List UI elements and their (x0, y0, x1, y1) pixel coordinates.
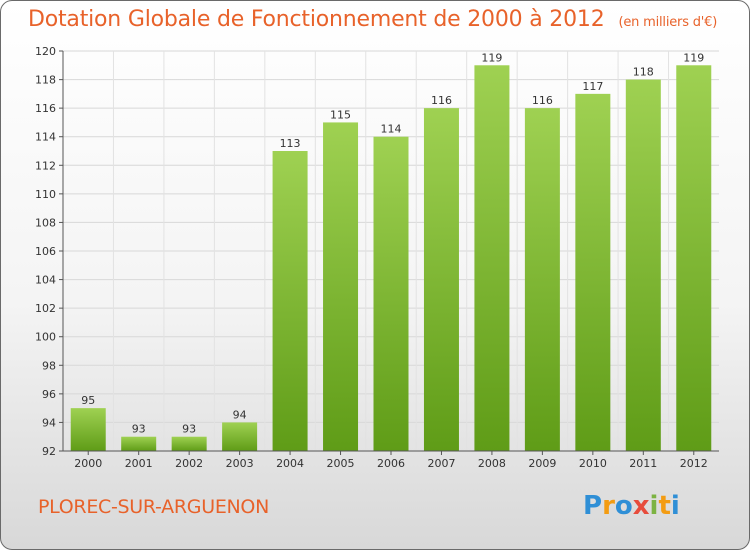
value-label: 115 (330, 108, 351, 121)
y-tick-label: 114 (35, 131, 56, 144)
bar-2003 (222, 422, 258, 451)
x-tick-label: 2007 (427, 457, 455, 470)
value-label: 95 (81, 394, 95, 407)
bar-2010 (575, 93, 611, 451)
bar-2006 (373, 136, 409, 451)
x-tick-label: 2010 (579, 457, 607, 470)
bar-2002 (171, 436, 207, 451)
y-tick-label: 120 (35, 45, 56, 58)
value-label: 119 (683, 51, 704, 64)
bar-2007 (423, 108, 459, 452)
y-tick-label: 106 (35, 245, 56, 258)
x-tick-label: 2002 (175, 457, 203, 470)
x-tick-label: 2008 (478, 457, 506, 470)
x-tick-label: 2012 (680, 457, 708, 470)
y-tick-label: 102 (35, 302, 56, 315)
bar-2000 (70, 408, 106, 451)
y-tick-label: 100 (35, 331, 56, 344)
bar-2012 (676, 65, 712, 452)
value-label: 93 (132, 423, 146, 436)
x-tick-label: 2001 (125, 457, 153, 470)
bars: 95 93 93 94 113 115 114 116 119 116 117 118 119 (70, 51, 712, 452)
value-label: 116 (532, 94, 553, 107)
commune-name: PLOREC-SUR-ARGUENON (38, 496, 270, 518)
y-tick-label: 108 (35, 216, 56, 229)
bar-2008 (474, 65, 510, 452)
value-label: 116 (431, 94, 452, 107)
x-tick-label: 2003 (226, 457, 254, 470)
value-label: 114 (381, 123, 402, 136)
proxiti-logo[interactable]: Proxiti (583, 491, 680, 521)
x-tick-label: 2000 (74, 457, 102, 470)
y-tick-label: 118 (35, 74, 56, 87)
y-tick-label: 116 (35, 102, 56, 115)
chart-title: Dotation Globale de Fonctionnement de 20… (28, 7, 717, 32)
value-label: 113 (280, 137, 301, 150)
bar-2004 (272, 151, 308, 451)
axes: 92 94 96 98 100 102 104 106 108 110 112 114 116 118 12… (35, 45, 719, 470)
x-tick-label: 2005 (327, 457, 355, 470)
y-tick-label: 96 (42, 388, 56, 401)
value-label: 119 (481, 51, 502, 64)
bar-2011 (625, 79, 661, 452)
y-tick-label: 104 (35, 274, 56, 287)
x-tick-label: 2011 (629, 457, 657, 470)
bar-2005 (323, 122, 359, 451)
y-tick-label: 92 (42, 445, 56, 458)
y-tick-label: 112 (35, 159, 56, 172)
value-label: 118 (633, 66, 654, 79)
unit-label: (en milliers d'€) (618, 15, 718, 30)
value-label: 117 (582, 80, 603, 93)
x-tick-label: 2009 (528, 457, 556, 470)
x-tick-label: 2006 (377, 457, 405, 470)
title-text: Dotation Globale de Fonctionnement de 20… (28, 7, 605, 32)
bar-2001 (121, 436, 157, 451)
value-label: 94 (233, 408, 247, 421)
value-label: 93 (182, 423, 196, 436)
y-tick-label: 98 (42, 359, 56, 372)
bar-2009 (524, 108, 560, 452)
y-tick-label: 94 (42, 416, 56, 429)
y-tick-label: 110 (35, 188, 56, 201)
x-tick-label: 2004 (276, 457, 304, 470)
